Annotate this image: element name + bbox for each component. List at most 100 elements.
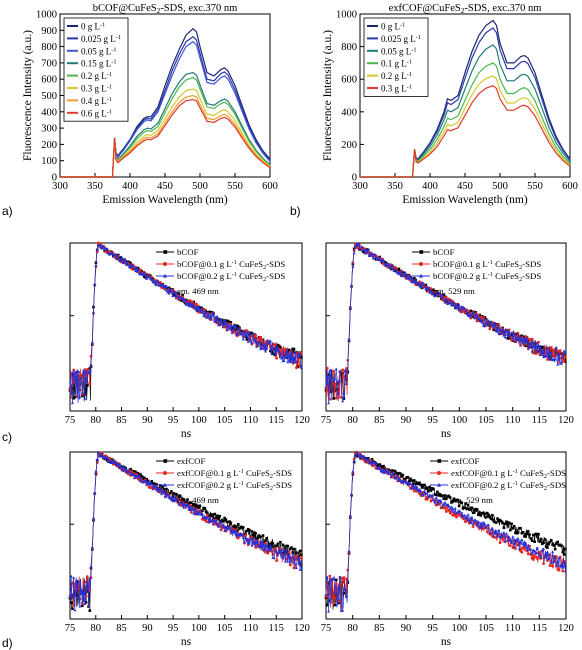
series-line-1 [360, 27, 571, 178]
data-point [466, 513, 470, 516]
data-point [397, 271, 401, 274]
data-point [539, 555, 543, 559]
data-point [207, 312, 211, 316]
data-point [497, 332, 501, 335]
data-point [457, 509, 461, 512]
data-point [533, 549, 537, 553]
data-point [178, 494, 182, 498]
data-point [475, 314, 479, 317]
data-point [447, 494, 451, 498]
data-point [342, 576, 346, 579]
legend-entry: 0.4 g L-1​ [81, 96, 112, 106]
legend-entry: bCOF@0.2 g L-1​ CuFeS2​-SDS [177, 271, 285, 283]
data-point [328, 578, 332, 582]
data-point [439, 295, 443, 298]
data-point [145, 273, 149, 277]
data-point [207, 520, 211, 524]
data-point [478, 317, 482, 321]
data-point [407, 480, 411, 483]
data-point [272, 546, 276, 549]
data-point [290, 349, 293, 352]
data-point [135, 266, 139, 270]
data-point [534, 551, 538, 555]
data-point [517, 335, 521, 339]
data-point [520, 550, 524, 554]
x-tick-label: 115 [269, 623, 284, 634]
data-point [528, 344, 532, 348]
data-point [384, 264, 388, 268]
data-point [421, 493, 425, 497]
data-point [440, 293, 444, 296]
data-point [529, 537, 533, 540]
data-point [387, 469, 391, 473]
data-point [279, 346, 282, 349]
data-point [265, 347, 269, 350]
data-point [150, 482, 154, 486]
data-point [562, 349, 566, 353]
data-point [183, 300, 187, 304]
data-point [110, 250, 114, 254]
data-point [145, 277, 149, 280]
data-point [300, 553, 303, 557]
data-point [415, 485, 419, 489]
data-point [370, 462, 374, 466]
legend-entry: 0.025 g L-1​ [81, 34, 121, 44]
data-point [378, 257, 382, 261]
legend: bCOF bCOF@0.1 g L-1​ CuFeS2​-SDSbCOF@0.2 … [412, 247, 541, 283]
panel-letter-d: d) [2, 636, 13, 650]
data-point [538, 345, 542, 348]
data-point [186, 498, 189, 501]
data-point [362, 454, 366, 458]
data-point [161, 485, 165, 489]
data-point [506, 332, 510, 336]
data-point [348, 304, 352, 308]
data-point [68, 593, 72, 597]
data-point [434, 496, 438, 499]
legend-marker [163, 250, 168, 254]
data-point [253, 333, 256, 336]
data-point [281, 555, 285, 559]
data-point [464, 516, 468, 520]
data-point [561, 550, 565, 554]
data-point [536, 343, 540, 347]
data-point [229, 321, 233, 324]
data-point [141, 273, 145, 277]
data-point [405, 276, 409, 280]
data-point [553, 547, 557, 551]
x-tick-label: 75 [321, 623, 332, 634]
data-point [238, 533, 242, 537]
data-point [391, 469, 394, 472]
data-point [132, 266, 136, 270]
data-point [526, 543, 530, 547]
data-point [81, 394, 84, 398]
data-point [224, 518, 228, 521]
data-point [169, 287, 173, 291]
legend-marker [419, 262, 423, 266]
legend-entry: exfCOF@0.1 g L-1​ CuFeS2​-SDS [451, 468, 566, 480]
legend-entry: 0.3 g L-1​ [381, 84, 412, 94]
data-point [125, 470, 129, 474]
data-point [254, 532, 257, 535]
y-tick-label: 300 [41, 124, 57, 135]
data-point [537, 533, 540, 536]
data-point [142, 271, 146, 275]
data-point [503, 335, 507, 339]
data-point [143, 273, 147, 276]
data-point [536, 551, 540, 555]
data-point [282, 359, 286, 362]
data-point [182, 297, 186, 301]
data-point [510, 331, 514, 335]
data-point [360, 454, 364, 457]
data-point [504, 329, 508, 333]
data-point [512, 331, 516, 335]
data-point [438, 292, 442, 296]
x-tick-label: 120 [558, 415, 574, 426]
data-point [410, 479, 414, 482]
x-tick-label: 110 [505, 415, 520, 426]
data-point [288, 547, 292, 551]
data-point [547, 557, 551, 561]
data-point [485, 323, 489, 327]
data-point [74, 370, 78, 374]
data-point [89, 362, 93, 366]
data-point [429, 289, 433, 293]
